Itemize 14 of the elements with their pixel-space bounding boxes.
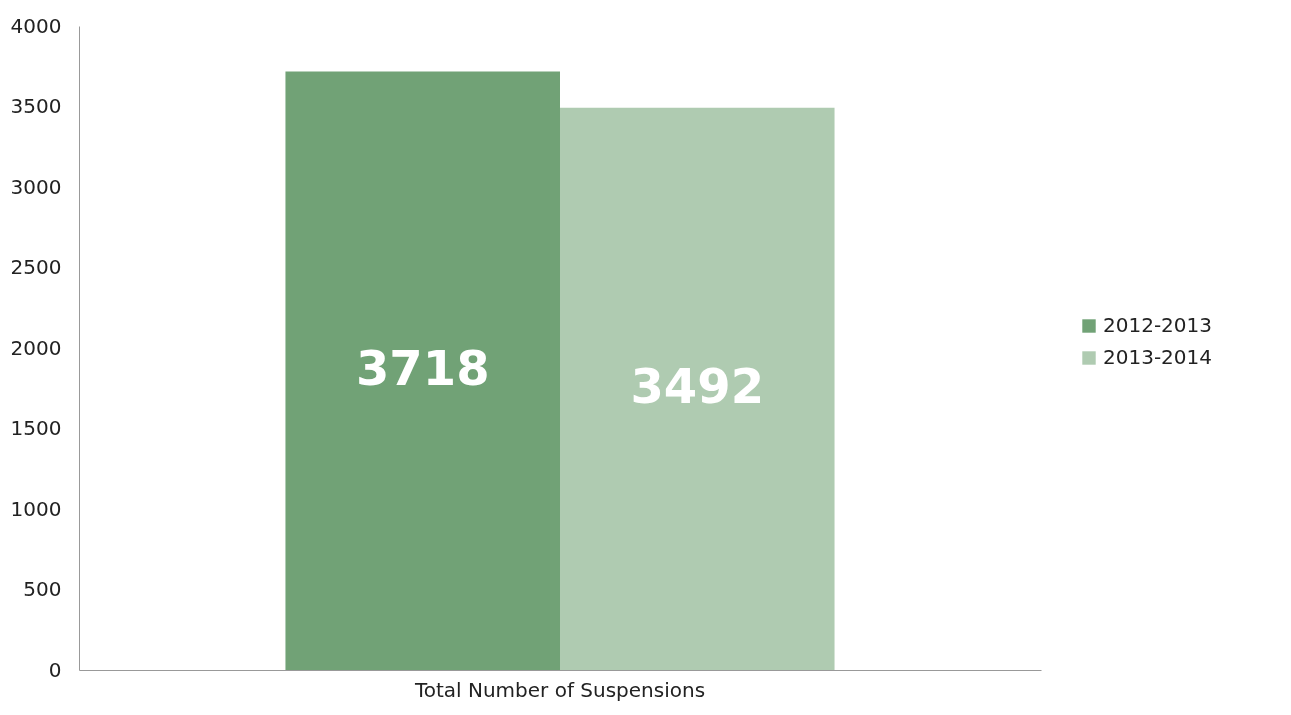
y-tick-label: 0 — [48, 657, 62, 682]
y-tick-label: 3500 — [10, 94, 62, 118]
data-label: 3492 — [630, 357, 765, 414]
data-label: 3718 — [355, 339, 490, 396]
legend-label: 2013-2014 — [1103, 345, 1213, 369]
y-tick-label: 1000 — [10, 496, 62, 521]
y-tick-label: 2000 — [10, 335, 62, 360]
y-tick-label: 3000 — [10, 174, 62, 199]
y-tick-label: 500 — [23, 577, 62, 601]
legend-label: 2012-2013 — [1103, 313, 1213, 337]
y-tick-label: 2500 — [10, 255, 62, 279]
y-tick-label: 4000 — [10, 13, 62, 38]
y-tick-label: 1500 — [10, 416, 62, 440]
x-tick-label: Total Number of Suspensions — [413, 677, 706, 702]
